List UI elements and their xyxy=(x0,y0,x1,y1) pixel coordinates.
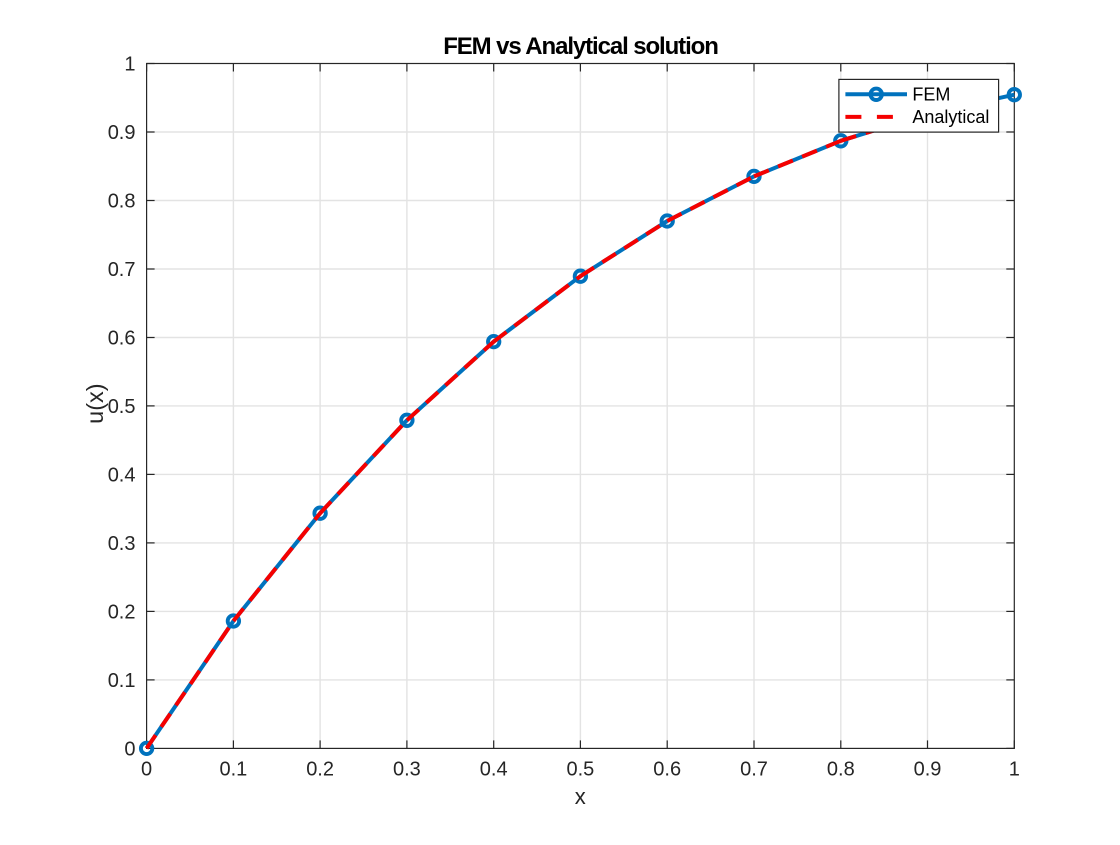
svg-text:0.6: 0.6 xyxy=(653,759,681,781)
svg-text:0.1: 0.1 xyxy=(219,759,247,781)
svg-text:0.1: 0.1 xyxy=(108,670,136,692)
svg-text:0.2: 0.2 xyxy=(306,759,334,781)
svg-text:0.7: 0.7 xyxy=(108,259,136,281)
svg-text:u(x): u(x) xyxy=(82,383,108,423)
svg-text:0.5: 0.5 xyxy=(566,759,594,781)
svg-text:0.4: 0.4 xyxy=(480,759,508,781)
svg-text:0.3: 0.3 xyxy=(108,533,136,555)
svg-text:Analytical: Analytical xyxy=(912,107,989,127)
svg-text:x: x xyxy=(575,784,586,809)
svg-text:0: 0 xyxy=(141,759,152,781)
svg-text:0.5: 0.5 xyxy=(108,396,136,418)
svg-text:0.8: 0.8 xyxy=(108,191,136,213)
svg-text:FEM vs Analytical solution: FEM vs Analytical solution xyxy=(443,33,718,60)
svg-text:0.8: 0.8 xyxy=(827,759,855,781)
svg-text:0.9: 0.9 xyxy=(914,759,942,781)
svg-text:0: 0 xyxy=(124,738,135,760)
svg-text:0.2: 0.2 xyxy=(108,601,136,623)
svg-text:0.4: 0.4 xyxy=(108,464,136,486)
svg-text:0.3: 0.3 xyxy=(393,759,421,781)
svg-text:FEM: FEM xyxy=(912,85,950,105)
svg-text:0.9: 0.9 xyxy=(108,122,136,144)
svg-text:0.6: 0.6 xyxy=(108,328,136,350)
svg-text:1: 1 xyxy=(1009,759,1020,781)
svg-text:1: 1 xyxy=(124,54,135,76)
svg-text:0.7: 0.7 xyxy=(740,759,768,781)
